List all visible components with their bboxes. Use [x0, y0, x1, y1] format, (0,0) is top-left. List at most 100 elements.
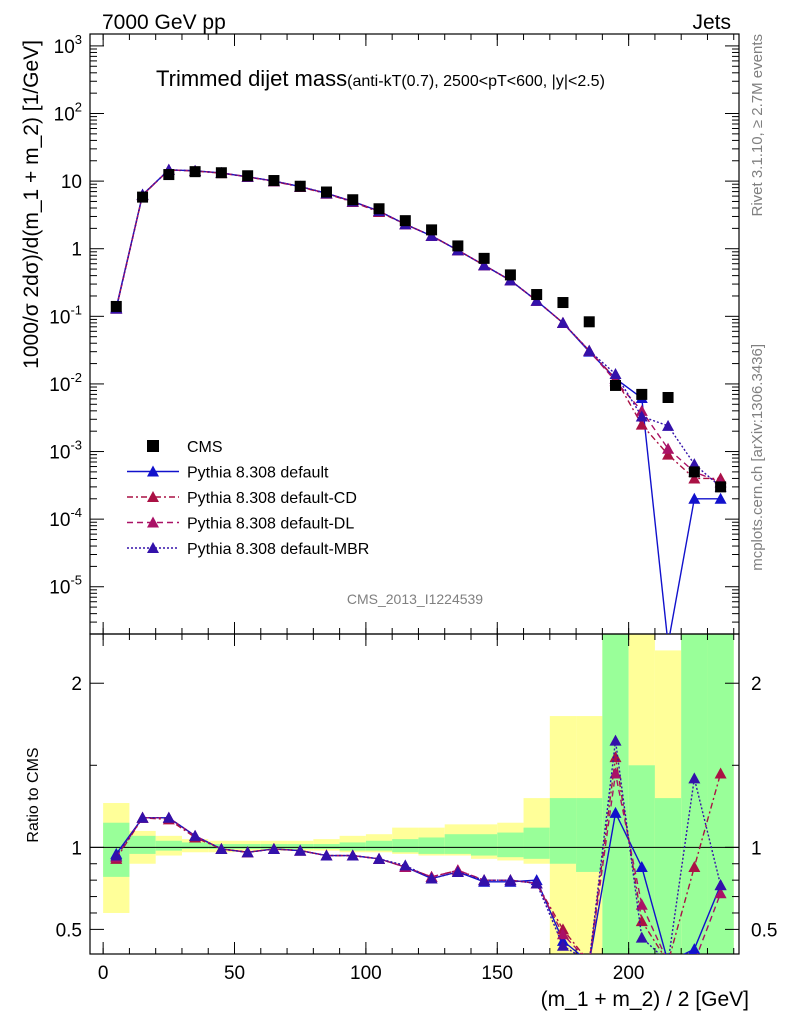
series-marker-main [635, 418, 648, 430]
series-marker-ratio [189, 829, 202, 841]
band-inner [707, 634, 734, 954]
series-marker-ratio [556, 939, 569, 951]
band-inner [549, 798, 577, 864]
legend: CMS Pythia 8.308 default Pythia 8.308 defa… [127, 439, 369, 558]
legend-marker [147, 465, 159, 477]
series-marker-ratio [373, 852, 386, 864]
series-marker-ratio [635, 861, 648, 873]
band-inner [418, 837, 445, 854]
ratio-tick-label-left: 1 [71, 838, 82, 859]
data-point [399, 215, 411, 227]
series-marker-main [688, 472, 701, 484]
series-marker-main [556, 316, 569, 328]
band-inner [181, 842, 209, 849]
series-marker-ratio [530, 877, 543, 889]
y-tick-label: 10-2 [49, 370, 82, 396]
series-line-ratio [115, 740, 722, 954]
ratio-tick-label-left: 2 [71, 674, 82, 695]
series-marker-main [662, 448, 675, 460]
band-inner [576, 798, 603, 872]
axes: 0 50 100 150 20010310210110-110-210-310-410-… [49, 32, 777, 984]
series-marker-ratio [267, 842, 280, 854]
data-point [583, 316, 595, 328]
x-tick-label: 0 [98, 963, 109, 984]
series-marker-main [635, 404, 648, 416]
series-marker-ratio [478, 874, 491, 886]
ratio-frame [89, 633, 740, 955]
legend-label: Pythia 8.308 default-MBR [187, 541, 369, 558]
series-marker-ratio [609, 767, 622, 779]
data-point [636, 388, 648, 400]
data-point [426, 224, 438, 236]
data-point [268, 175, 280, 187]
data-point [688, 466, 700, 478]
data-point [137, 191, 149, 203]
data-point [294, 180, 306, 192]
series-marker-main [583, 344, 596, 356]
series-marker-ratio [688, 861, 701, 873]
series-marker-main [688, 492, 701, 504]
chart-title: Trimmed dijet mass(anti-kT(0.7), 2500<pT… [156, 66, 605, 91]
series-marker-main [662, 419, 675, 431]
series-marker-ratio [714, 887, 727, 899]
legend-marker [147, 516, 159, 528]
legend-label: Pythia 8.308 default-DL [187, 516, 354, 533]
band-inner [470, 834, 498, 856]
series-marker-main [662, 442, 675, 454]
data-point [163, 169, 175, 181]
series-marker-main [635, 410, 648, 422]
series-marker-ratio [320, 849, 333, 861]
y-tick-label: 10 [61, 172, 82, 193]
analysis-watermark: CMS_2013_I1224539 [347, 591, 483, 607]
data-point [478, 252, 490, 264]
series-marker-main [478, 259, 491, 271]
x-tick-label: 150 [481, 963, 513, 984]
data-point [189, 166, 201, 178]
ratio-tick-label-left: 0.5 [56, 920, 82, 941]
main-panel [110, 163, 727, 634]
ratio-y-axis-label: Ratio to CMS [25, 747, 42, 842]
series-marker-ratio [215, 842, 228, 854]
series-marker-ratio [609, 734, 622, 746]
series-marker-ratio [136, 811, 149, 823]
chart-title-main: Trimmed dijet mass [156, 66, 347, 91]
chart-subtitle: (anti-kT(0.7), 2500<pT<600, |y|<2.5) [347, 73, 605, 90]
side-label-mcplots: mcplots.cern.ch [arXiv:1306.3436] [749, 344, 766, 571]
band-inner [339, 842, 366, 851]
series-marker-ratio [635, 931, 648, 943]
series-marker-ratio [241, 846, 254, 858]
band-inner [444, 834, 471, 854]
band-inner [523, 827, 550, 859]
series-marker-ratio [346, 849, 359, 861]
legend-marker [147, 542, 159, 553]
legend-label: CMS [187, 439, 223, 456]
legend-label: Pythia 8.308 default [187, 465, 329, 482]
series-marker-ratio [714, 879, 727, 891]
x-tick-label: 50 [224, 963, 245, 984]
header-right: Jets [692, 11, 731, 34]
x-tick-label: 100 [350, 963, 382, 984]
y-tick-label: 1 [71, 240, 82, 261]
series-marker-ratio [688, 943, 701, 954]
series [110, 163, 727, 954]
band-inner [129, 835, 156, 854]
series-marker-ratio [556, 928, 569, 940]
data-point [531, 289, 543, 301]
series-marker-ratio [635, 898, 648, 910]
y-axis-label: 1000/σ 2dσ)/d(m_1 + m_2) [1/GeV] [20, 40, 43, 369]
legend-marker [147, 491, 159, 502]
band-inner [155, 840, 182, 851]
data-point [320, 186, 332, 198]
legend-marker-cms [147, 440, 159, 452]
data-point [610, 379, 622, 391]
data-point [110, 300, 122, 312]
data-point [557, 297, 569, 309]
series-marker-ratio [504, 874, 517, 886]
x-tick-label: 200 [613, 963, 645, 984]
series-marker-main [530, 294, 543, 306]
band-inner [313, 844, 340, 849]
series-line-ratio [115, 773, 722, 954]
data-point [215, 167, 227, 179]
data-point [347, 194, 359, 206]
